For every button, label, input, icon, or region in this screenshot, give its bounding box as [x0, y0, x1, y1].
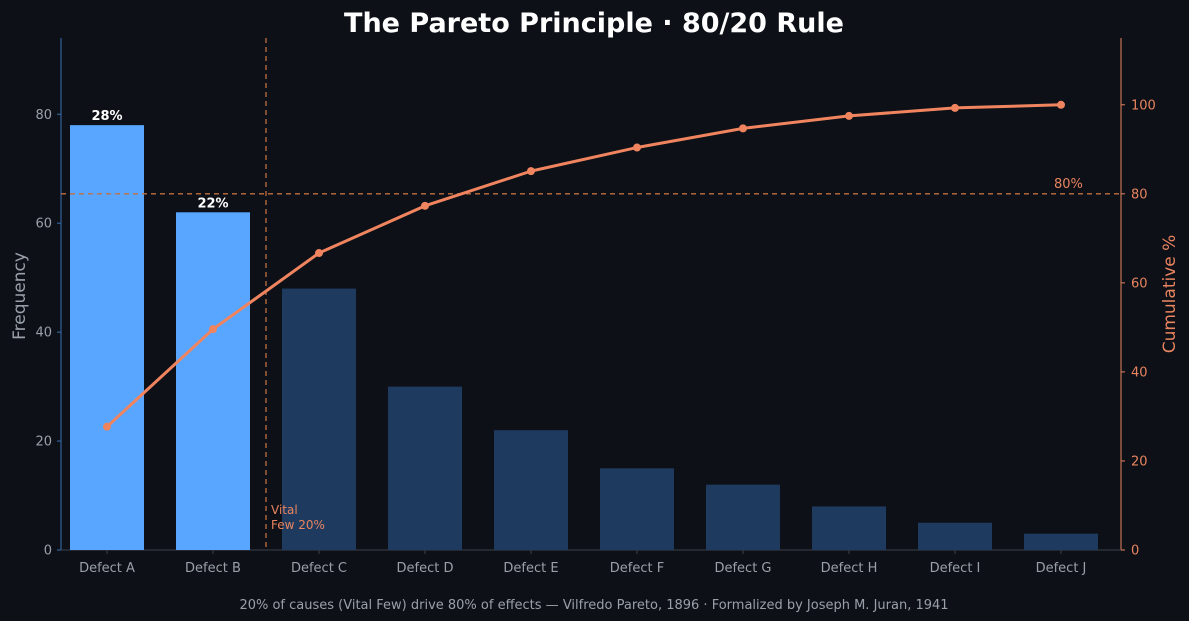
x-tick-label: Defect E	[503, 561, 558, 576]
x-tick-label: Defect D	[397, 561, 454, 576]
bar-9	[918, 522, 992, 550]
cumulative-point	[209, 325, 217, 334]
vital-few-annotation: Few 20%	[271, 518, 325, 532]
vital-few-annotation: Vital	[271, 503, 298, 517]
bar-8	[812, 506, 886, 550]
y-tick-label-left: 40	[35, 326, 52, 341]
x-tick-label: Defect G	[714, 561, 771, 576]
cumulative-point	[845, 111, 853, 120]
plot-area: 0 20 40 60 80 0 20 40 60 80 100 Defect A Defect B Def…	[35, 38, 1156, 576]
bar-data-label: 28%	[91, 109, 122, 124]
y-tick-label-right: 80	[1131, 187, 1148, 202]
x-tick-label: Defect B	[185, 561, 241, 576]
bar-7	[706, 484, 780, 550]
cumulative-point	[421, 201, 429, 210]
bar-6	[600, 468, 674, 550]
threshold-label: 80%	[1054, 177, 1083, 192]
x-tick-label: Defect C	[291, 561, 347, 576]
y-axis-label-left: Frequency	[10, 252, 30, 340]
bar-1	[70, 125, 144, 551]
x-tick-label: Defect F	[610, 561, 664, 576]
cumulative-point	[951, 103, 959, 112]
y-tick-label-right: 20	[1131, 454, 1148, 469]
bar-data-label: 22%	[197, 196, 228, 211]
cumulative-point	[315, 249, 323, 258]
bar-5	[494, 430, 568, 550]
x-tick-label: Defect H	[821, 561, 878, 576]
y-tick-label-left: 0	[44, 544, 52, 559]
bar-3	[282, 288, 356, 550]
bar-4	[388, 386, 462, 550]
y-axis-label-right: Cumulative %	[1160, 235, 1180, 354]
y-tick-label-right: 0	[1131, 544, 1139, 559]
cumulative-line	[105, 103, 1062, 428]
y-tick-label-left: 60	[35, 217, 52, 232]
x-tick-label: Defect I	[930, 561, 981, 576]
cumulative-point	[527, 167, 535, 176]
chart-footer: 20% of causes (Vital Few) drive 80% of e…	[239, 598, 948, 613]
cumulative-point	[103, 422, 111, 431]
y-tick-label-right: 40	[1131, 365, 1148, 380]
x-tick-label: Defect J	[1036, 561, 1087, 576]
y-tick-label-right: 100	[1131, 98, 1156, 113]
chart-title: The Pareto Principle · 80/20 Rule	[344, 8, 844, 39]
cumulative-point	[739, 124, 747, 133]
cumulative-point	[633, 143, 641, 152]
y-tick-label-left: 20	[35, 435, 52, 450]
cumulative-point	[1057, 100, 1065, 109]
y-tick-label-left: 80	[35, 108, 52, 123]
x-tick-label: Defect A	[79, 561, 135, 576]
bar-10	[1024, 533, 1098, 550]
y-tick-label-right: 60	[1131, 276, 1148, 291]
bar-2	[176, 212, 250, 551]
